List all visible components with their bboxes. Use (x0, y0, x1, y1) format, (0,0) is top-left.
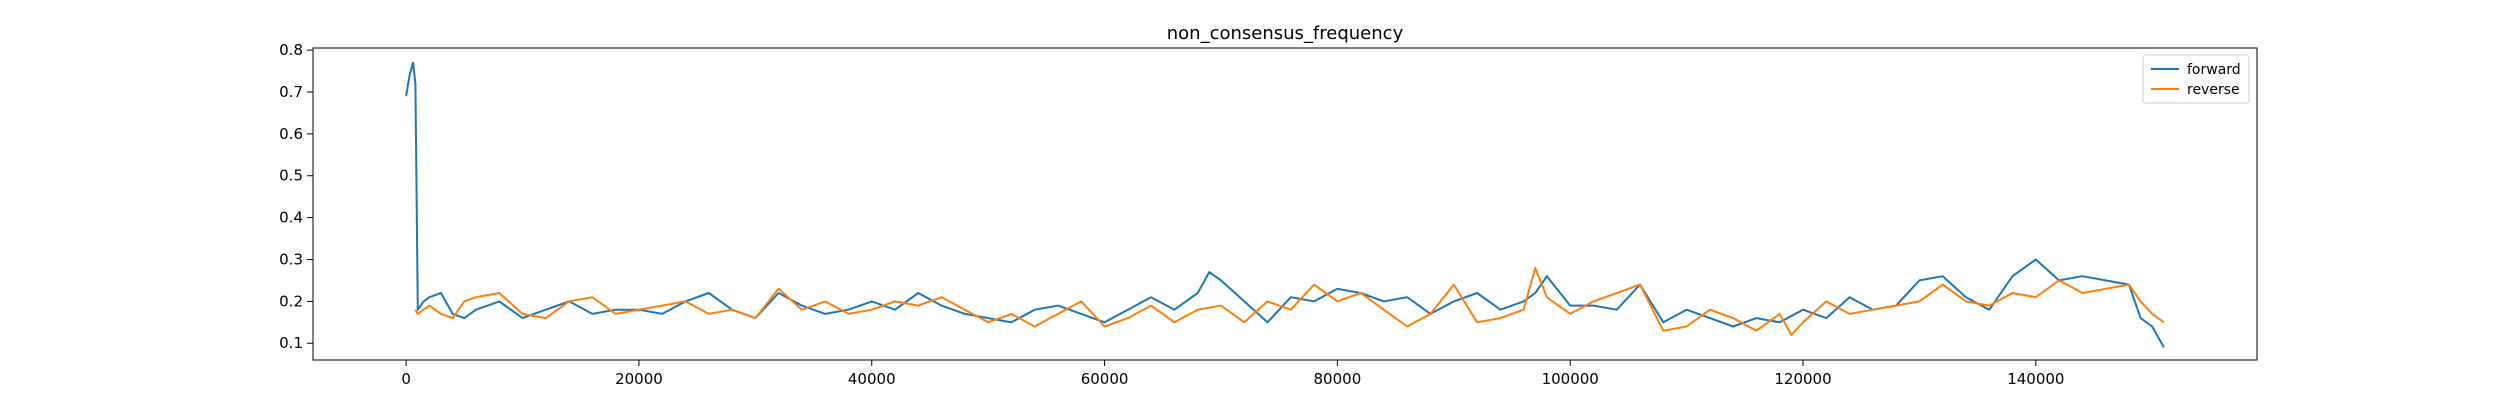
y-tick-label: 0.6 (279, 125, 303, 143)
x-tick-label: 60000 (1081, 370, 1129, 388)
legend-label-reverse: reverse (2187, 82, 2240, 98)
y-tick-label: 0.7 (279, 83, 303, 101)
y-tick-label: 0.1 (279, 334, 303, 352)
y-tick-label: 0.3 (279, 250, 303, 268)
y-tick-label: 0.4 (279, 209, 303, 227)
plot-frame (312, 47, 2258, 361)
x-tick-label: 40000 (848, 370, 896, 388)
x-axis: 0 20000 40000 60000 80000 100000 120000 140000 (401, 360, 2064, 388)
x-tick-label: 80000 (1314, 370, 1362, 388)
y-tick-label: 0.2 (279, 292, 303, 310)
x-tick-label: 100000 (1542, 370, 1599, 388)
y-tick-label: 0.5 (279, 167, 303, 185)
series-line-reverse (414, 266, 2165, 336)
x-tick-label: 140000 (2007, 370, 2064, 388)
legend: forward reverse (2142, 54, 2250, 104)
series-layer (405, 61, 2165, 348)
y-axis: 0.1 0.2 0.3 0.4 0.5 0.6 0.7 0.8 (279, 41, 313, 352)
x-tick-label: 120000 (1774, 370, 1831, 388)
x-tick-label: 20000 (615, 370, 663, 388)
legend-box (2142, 54, 2250, 104)
series-line-forward (405, 61, 2165, 348)
chart-title: non_consensus_frequency (1167, 23, 1404, 44)
x-tick-label: 0 (401, 370, 411, 388)
legend-label-forward: forward (2187, 62, 2241, 78)
y-tick-label: 0.8 (279, 41, 303, 59)
